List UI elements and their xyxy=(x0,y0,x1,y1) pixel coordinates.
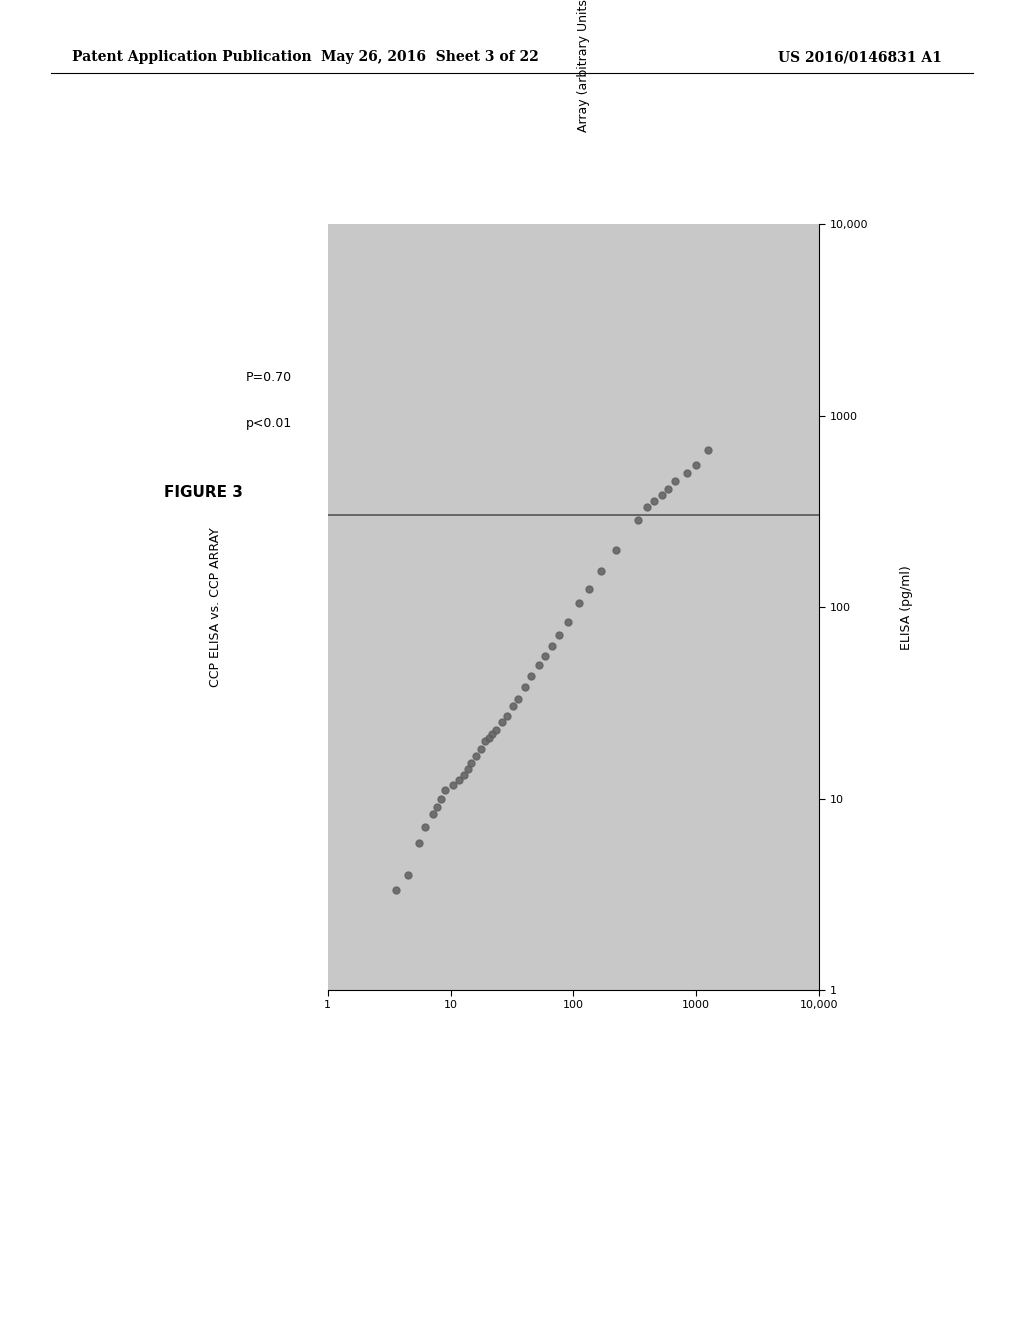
Point xyxy=(445,775,462,796)
Text: ELISA (pg/ml): ELISA (pg/ml) xyxy=(900,565,912,649)
Point xyxy=(483,723,500,744)
Point xyxy=(510,688,526,709)
Point xyxy=(659,478,676,499)
Text: May 26, 2016  Sheet 3 of 22: May 26, 2016 Sheet 3 of 22 xyxy=(322,50,539,65)
Point xyxy=(688,454,705,475)
Text: US 2016/0146831 A1: US 2016/0146831 A1 xyxy=(778,50,942,65)
Point xyxy=(608,539,625,560)
Point xyxy=(593,561,609,582)
Point xyxy=(480,727,497,748)
Point xyxy=(678,463,694,484)
Text: Patent Application Publication: Patent Application Publication xyxy=(72,50,311,65)
Point xyxy=(499,705,515,726)
Point xyxy=(468,746,484,767)
Point xyxy=(581,578,597,599)
Text: CCP ELISA vs. CCP ARRAY: CCP ELISA vs. CCP ARRAY xyxy=(209,527,221,688)
Point xyxy=(428,796,444,817)
Text: p<0.01: p<0.01 xyxy=(246,417,292,430)
Text: Array (arbitrary Units): Array (arbitrary Units) xyxy=(577,0,590,132)
Point xyxy=(667,471,683,492)
Point xyxy=(630,510,646,531)
Point xyxy=(494,711,510,733)
Point xyxy=(544,636,560,657)
Point xyxy=(487,719,504,741)
Point xyxy=(411,832,427,853)
Point xyxy=(523,665,540,686)
Point xyxy=(505,696,521,717)
Point xyxy=(400,865,417,886)
Point xyxy=(654,484,671,506)
Point xyxy=(516,676,532,697)
Point xyxy=(477,730,494,751)
Point xyxy=(646,491,663,512)
Point xyxy=(560,611,577,632)
Point xyxy=(451,770,467,791)
Point xyxy=(387,879,403,900)
Point xyxy=(463,752,479,774)
Point xyxy=(531,655,548,676)
Point xyxy=(424,803,440,824)
Point xyxy=(551,624,567,645)
Point xyxy=(537,645,553,667)
Point xyxy=(472,738,488,759)
Text: P=0.70: P=0.70 xyxy=(246,371,292,384)
Point xyxy=(437,779,454,800)
Point xyxy=(456,764,472,785)
Point xyxy=(432,788,449,809)
Point xyxy=(460,759,476,780)
Point xyxy=(570,593,587,614)
Point xyxy=(700,440,717,461)
Point xyxy=(418,816,434,837)
Point xyxy=(639,496,655,517)
Text: FIGURE 3: FIGURE 3 xyxy=(164,484,243,500)
